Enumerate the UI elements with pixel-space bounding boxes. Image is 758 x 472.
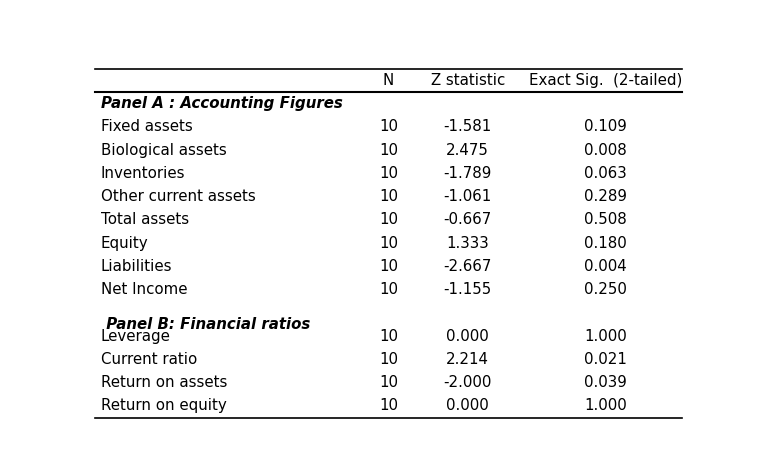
Text: 0.063: 0.063: [584, 166, 627, 181]
Text: Fixed assets: Fixed assets: [101, 119, 193, 135]
Text: -2.000: -2.000: [443, 375, 492, 390]
Text: -0.667: -0.667: [443, 212, 492, 228]
Text: 10: 10: [379, 166, 398, 181]
Text: 0.008: 0.008: [584, 143, 627, 158]
Text: 10: 10: [379, 282, 398, 297]
Text: 1.000: 1.000: [584, 398, 627, 413]
Text: -2.667: -2.667: [443, 259, 492, 274]
Text: 2.475: 2.475: [446, 143, 489, 158]
Text: Panel A : Accounting Figures: Panel A : Accounting Figures: [101, 96, 343, 111]
Text: 10: 10: [379, 375, 398, 390]
Text: 10: 10: [379, 352, 398, 367]
Text: Leverage: Leverage: [101, 329, 171, 344]
Text: 10: 10: [379, 143, 398, 158]
Text: Return on assets: Return on assets: [101, 375, 227, 390]
Text: 2.214: 2.214: [446, 352, 489, 367]
Text: 0.289: 0.289: [584, 189, 628, 204]
Text: 10: 10: [379, 259, 398, 274]
Text: Equity: Equity: [101, 236, 149, 251]
Text: Liabilities: Liabilities: [101, 259, 172, 274]
Text: 1.000: 1.000: [584, 329, 627, 344]
Text: 10: 10: [379, 119, 398, 135]
Text: 0.109: 0.109: [584, 119, 627, 135]
Text: 0.000: 0.000: [446, 329, 489, 344]
Text: Biological assets: Biological assets: [101, 143, 227, 158]
Text: 0.180: 0.180: [584, 236, 627, 251]
Text: 0.004: 0.004: [584, 259, 627, 274]
Text: Z statistic: Z statistic: [431, 73, 505, 88]
Text: 0.039: 0.039: [584, 375, 627, 390]
Text: Inventories: Inventories: [101, 166, 185, 181]
Text: 0.250: 0.250: [584, 282, 628, 297]
Text: -1.061: -1.061: [443, 189, 492, 204]
Text: -1.155: -1.155: [443, 282, 492, 297]
Text: Net Income: Net Income: [101, 282, 187, 297]
Text: 10: 10: [379, 398, 398, 413]
Text: Exact Sig.  (2-tailed): Exact Sig. (2-tailed): [529, 73, 682, 88]
Text: N: N: [383, 73, 394, 88]
Text: Total assets: Total assets: [101, 212, 189, 228]
Text: 10: 10: [379, 212, 398, 228]
Text: 0.021: 0.021: [584, 352, 628, 367]
Text: -1.789: -1.789: [443, 166, 492, 181]
Text: 10: 10: [379, 236, 398, 251]
Text: 0.000: 0.000: [446, 398, 489, 413]
Text: 0.508: 0.508: [584, 212, 627, 228]
Text: 10: 10: [379, 189, 398, 204]
Text: 10: 10: [379, 329, 398, 344]
Text: Other current assets: Other current assets: [101, 189, 255, 204]
Text: -1.581: -1.581: [443, 119, 492, 135]
Text: Current ratio: Current ratio: [101, 352, 197, 367]
Text: 1.333: 1.333: [446, 236, 489, 251]
Text: Return on equity: Return on equity: [101, 398, 227, 413]
Text: Panel B: Financial ratios: Panel B: Financial ratios: [101, 317, 310, 332]
